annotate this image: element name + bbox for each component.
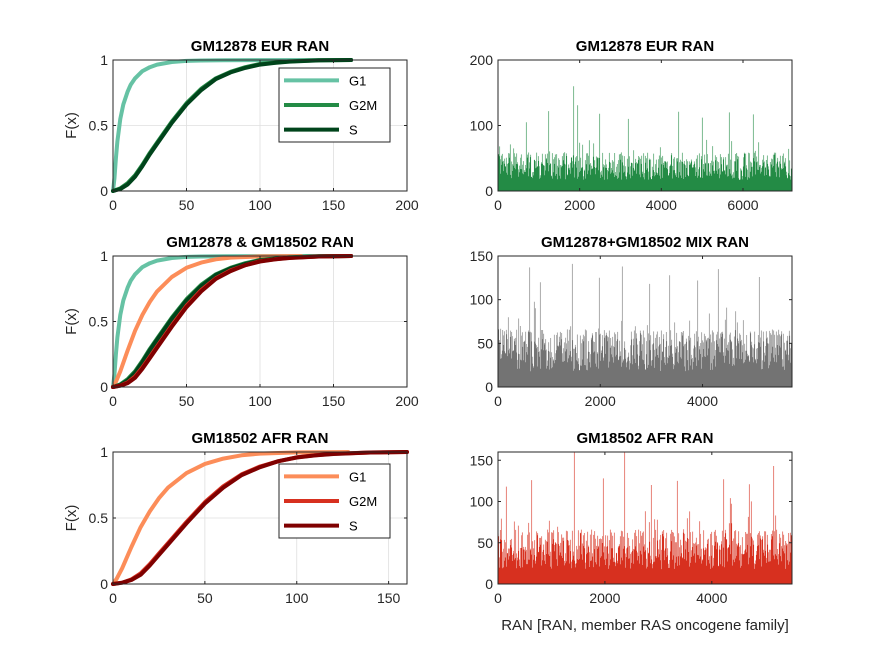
chart-title: GM12878 & GM18502 RAN bbox=[166, 234, 354, 251]
series-line-1 bbox=[111, 254, 304, 389]
y-tick-label: 0 bbox=[100, 576, 108, 592]
axes-box bbox=[497, 255, 793, 388]
x-tick-label: 50 bbox=[197, 590, 213, 606]
y-tick-label: 100 bbox=[470, 292, 494, 308]
x-tick-label: 100 bbox=[248, 393, 272, 409]
histogram-bars bbox=[497, 263, 793, 388]
y-tick-label: 150 bbox=[470, 452, 494, 468]
y-tick-label: 0 bbox=[100, 183, 108, 199]
histogram-columns bbox=[497, 263, 793, 387]
x-tick-label: 2000 bbox=[564, 197, 595, 213]
y-axis-label: F(x) bbox=[63, 308, 80, 335]
hist-mix-axes: 0 2000 4000 0 50 100 150 GM12878+GM18502 MIX RA… bbox=[470, 234, 793, 409]
y-tick-label: 100 bbox=[470, 494, 494, 510]
y-tick-label: 0.5 bbox=[89, 118, 109, 134]
y-tick-label: 200 bbox=[470, 52, 494, 68]
x-tick-label: 0 bbox=[494, 590, 502, 606]
x-tick-label: 150 bbox=[322, 393, 346, 409]
legend-label: G1 bbox=[349, 73, 366, 88]
chart-title: GM12878 EUR RAN bbox=[576, 38, 714, 55]
y-axis-label: F(x) bbox=[63, 112, 80, 139]
series-line-S bbox=[111, 450, 409, 586]
x-tick-label: 100 bbox=[248, 197, 272, 213]
x-tick-label: 0 bbox=[494, 197, 502, 213]
y-axis-label: F(x) bbox=[63, 505, 80, 532]
histogram-columns bbox=[497, 452, 793, 584]
series-line-5 bbox=[111, 254, 354, 389]
x-tick-label: 100 bbox=[285, 590, 309, 606]
x-tick-label: 0 bbox=[109, 590, 117, 606]
x-tick-label: 50 bbox=[179, 197, 195, 213]
histogram-columns bbox=[497, 86, 793, 191]
cdf-afr-axes: 0 50 100 150 0 0.5 1 GM18502 AFR RAN F(x) G1 G2M S bbox=[63, 430, 409, 606]
y-tick-label: 50 bbox=[477, 335, 493, 351]
cdf-lines bbox=[111, 450, 409, 586]
y-tick-label: 0 bbox=[485, 379, 493, 395]
x-tick-label: 2000 bbox=[585, 393, 616, 409]
cdf-eur-axes: 0 50 100 150 200 0 0.5 1 GM12878 EUR RAN F(x) G1 G2… bbox=[63, 38, 419, 213]
x-tick-label: 4000 bbox=[646, 197, 677, 213]
x-tick-label: 6000 bbox=[727, 197, 758, 213]
legend-label: G2M bbox=[349, 98, 377, 113]
y-tick-label: 150 bbox=[470, 248, 494, 264]
y-tick-label: 0.5 bbox=[89, 510, 109, 526]
x-tick-label: 2000 bbox=[589, 590, 620, 606]
x-tick-label: 150 bbox=[377, 590, 401, 606]
y-tick-label: 0 bbox=[485, 183, 493, 199]
y-tick-label: 0 bbox=[485, 576, 493, 592]
y-tick-label: 1 bbox=[100, 444, 108, 460]
legend: G1 G2M S bbox=[278, 67, 391, 143]
series-line-G1 bbox=[111, 450, 351, 586]
chart-title: GM18502 AFR RAN bbox=[192, 430, 329, 447]
legend: G1 G2M S bbox=[278, 463, 391, 539]
legend-label: S bbox=[349, 519, 358, 534]
y-tick-label: 50 bbox=[477, 535, 493, 551]
cdf-mix-axes: 0 50 100 150 200 0 0.5 1 GM12878 & GM18502 RAN F(… bbox=[63, 234, 419, 409]
x-axis-label: RAN [RAN, member RAS oncogene family] bbox=[501, 617, 789, 634]
x-tick-label: 200 bbox=[395, 197, 419, 213]
x-tick-label: 0 bbox=[109, 197, 117, 213]
axes-box bbox=[497, 451, 793, 585]
chart-title: GM12878 EUR RAN bbox=[191, 38, 329, 55]
x-tick-label: 4000 bbox=[696, 590, 727, 606]
x-tick-label: 200 bbox=[395, 393, 419, 409]
hist-afr-axes: 0 2000 4000 0 50 100 150 GM18502 AFR RAN RAN [RA… bbox=[470, 430, 793, 634]
chart-title: GM18502 AFR RAN bbox=[577, 430, 714, 447]
legend-label: S bbox=[349, 123, 358, 138]
y-tick-label: 0 bbox=[100, 379, 108, 395]
x-tick-label: 50 bbox=[179, 393, 195, 409]
y-tick-label: 1 bbox=[100, 248, 108, 264]
legend-label: G1 bbox=[349, 469, 366, 484]
y-tick-label: 1 bbox=[100, 52, 108, 68]
series-line-S bbox=[111, 58, 354, 193]
x-tick-label: 4000 bbox=[687, 393, 718, 409]
y-tick-label: 0.5 bbox=[89, 314, 109, 330]
x-tick-label: 0 bbox=[494, 393, 502, 409]
histogram-bars bbox=[497, 86, 793, 192]
x-tick-label: 0 bbox=[109, 393, 117, 409]
hist-eur-axes: 0 2000 4000 6000 0 100 200 GM12878 EUR RAN bbox=[470, 38, 793, 213]
chart-title: GM12878+GM18502 MIX RAN bbox=[541, 234, 749, 251]
x-tick-label: 150 bbox=[322, 197, 346, 213]
cdf-lines bbox=[111, 254, 354, 389]
legend-label: G2M bbox=[349, 494, 377, 509]
y-tick-label: 100 bbox=[470, 118, 494, 134]
histogram-bars bbox=[497, 452, 793, 585]
